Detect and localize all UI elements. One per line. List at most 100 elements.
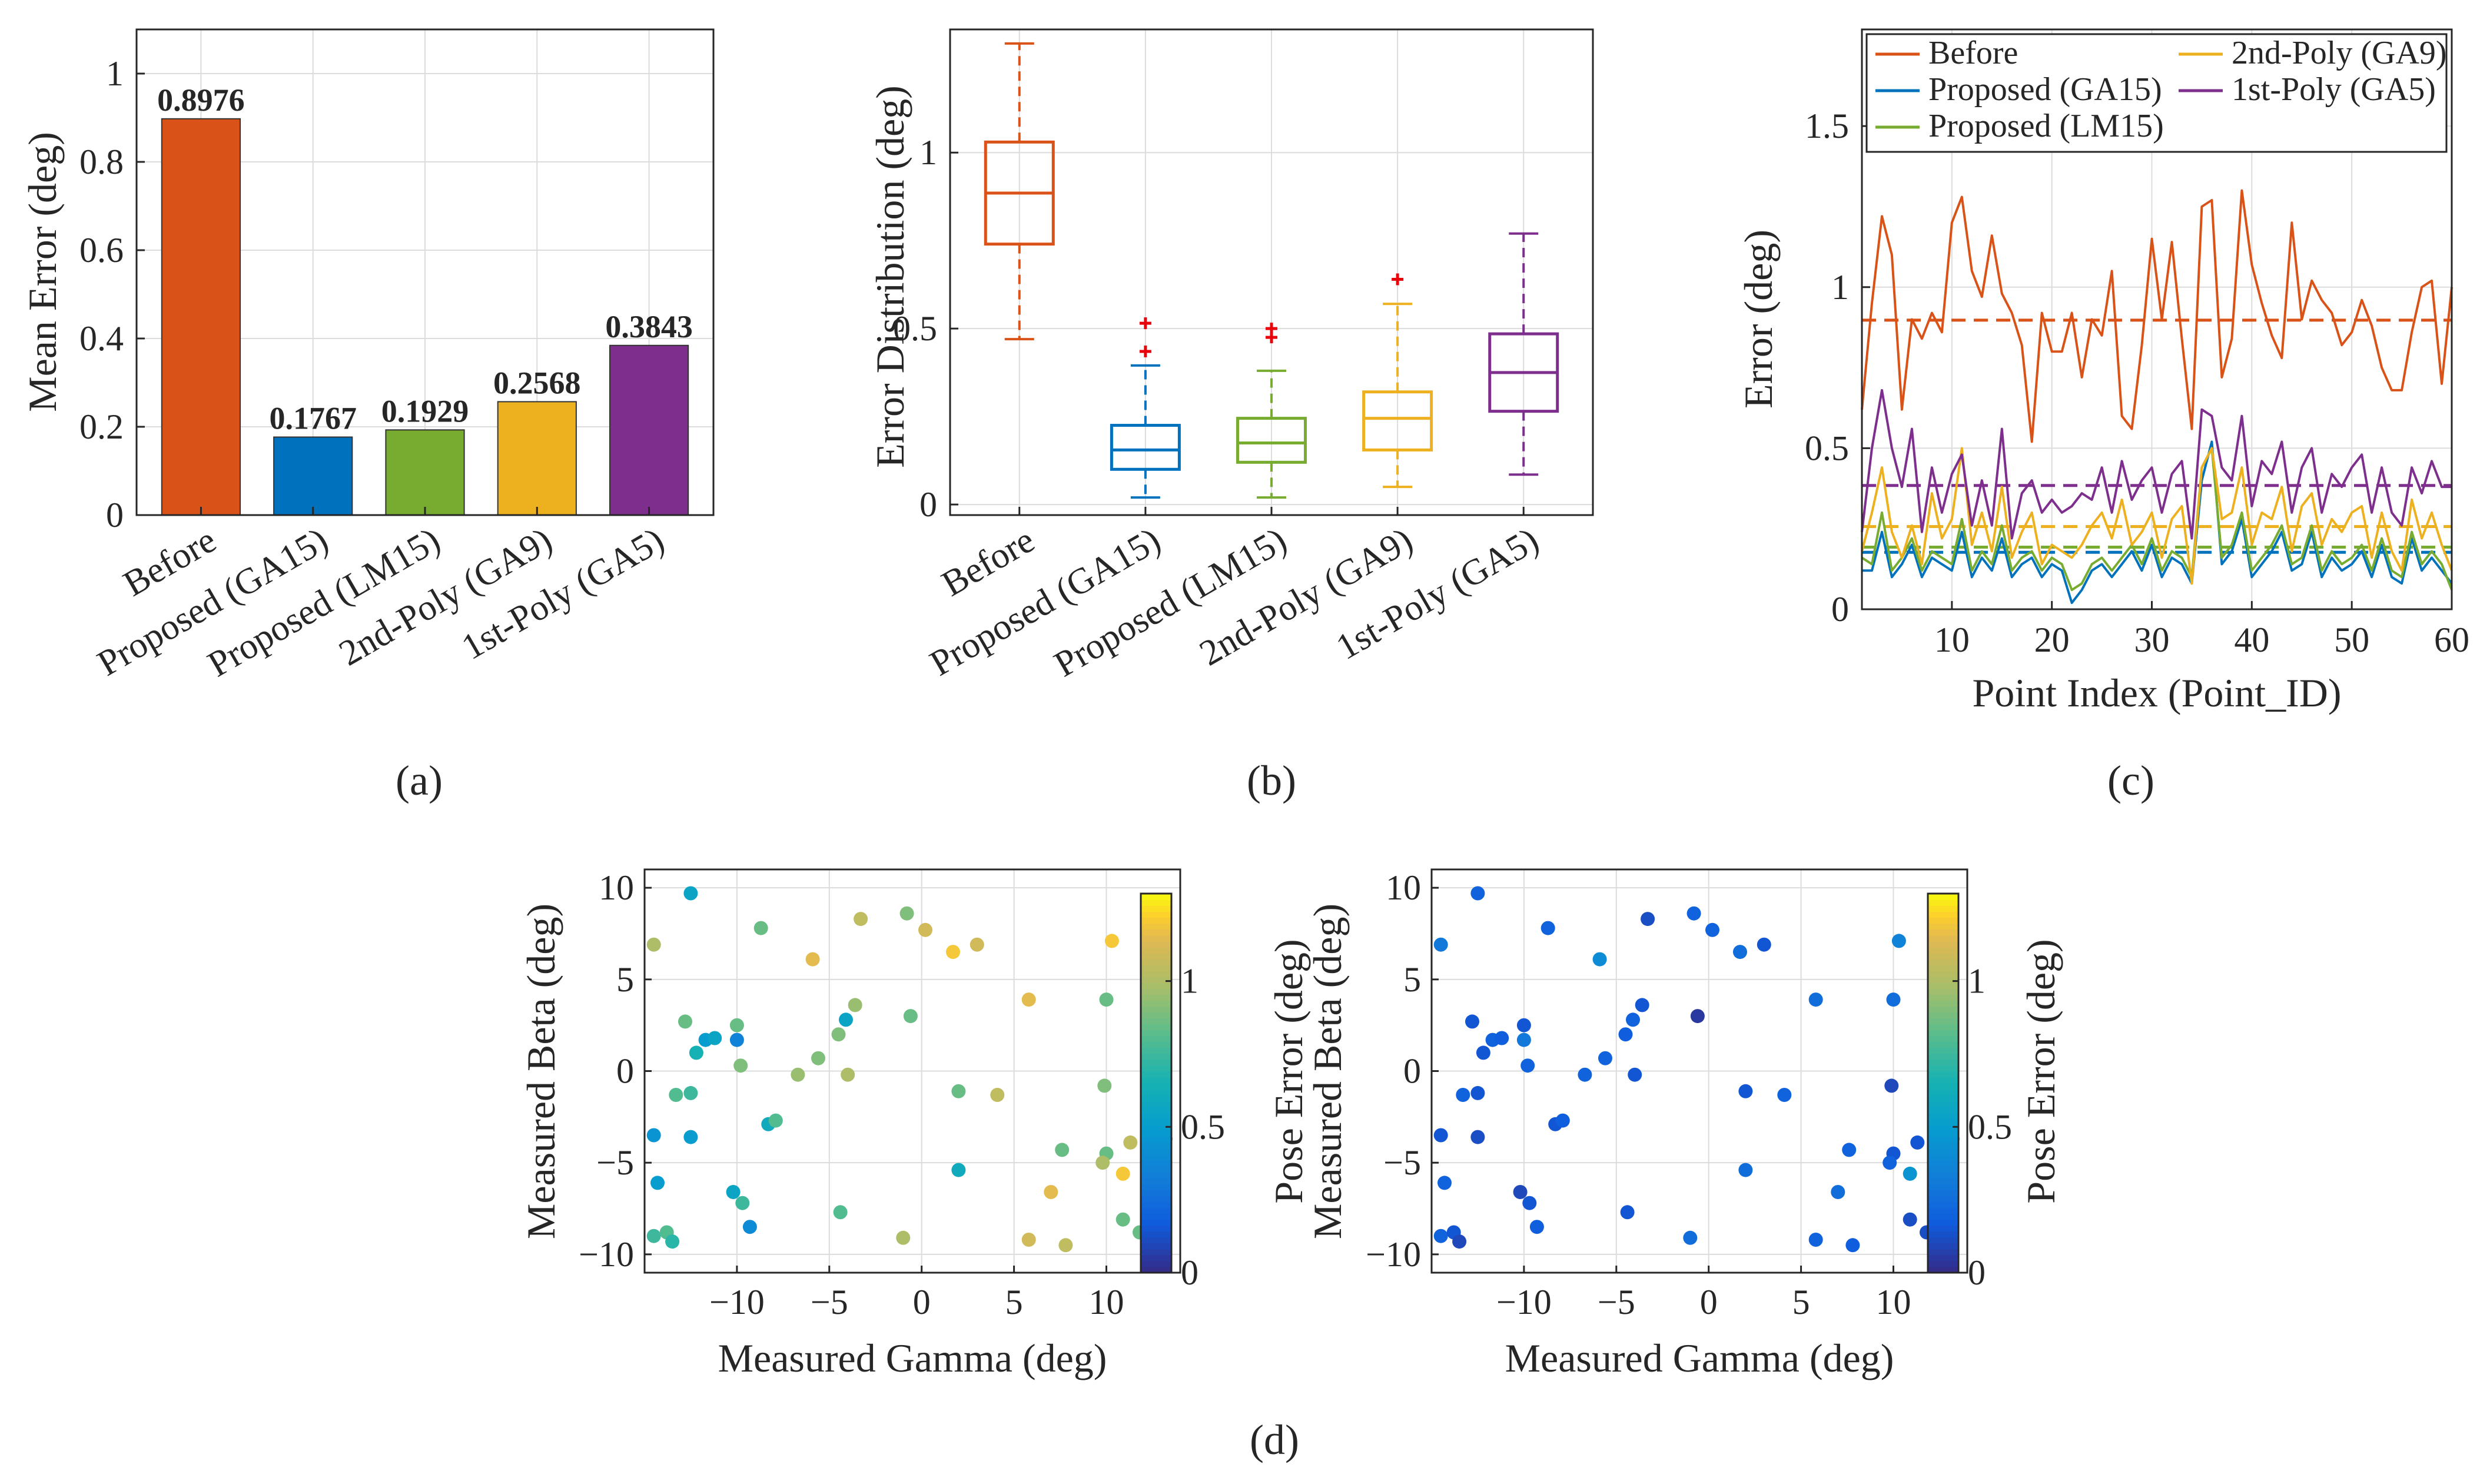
scatter-point xyxy=(854,912,868,927)
colorbar-segment xyxy=(1141,1018,1171,1025)
colorbar-segment xyxy=(1928,1148,1958,1155)
legend-label: Proposed (LM15) xyxy=(1928,108,2164,144)
colorbar-segment xyxy=(1141,1000,1171,1007)
colorbar-segment xyxy=(1141,1171,1171,1178)
scatter-point xyxy=(1903,1166,1917,1181)
scatter-point xyxy=(1529,1220,1544,1234)
scatter-point xyxy=(1021,1233,1036,1247)
colorbar-segment xyxy=(1928,1178,1958,1184)
colorbar-segment xyxy=(1141,1207,1171,1214)
bar-value-label: 0.2568 xyxy=(493,365,581,400)
panel-a-label: (a) xyxy=(396,757,443,804)
panel-d-left-y-axis-label: Measured Beta (deg) xyxy=(519,904,563,1239)
scatter-point xyxy=(1598,1051,1612,1065)
colorbar-segment xyxy=(1141,1101,1171,1108)
colorbar-segment xyxy=(1928,970,1958,977)
y-tick-label: −5 xyxy=(596,1143,634,1182)
y-tick-label: 0 xyxy=(106,496,124,534)
panel-c-x-ticks: 10 20 30 40 50 60 xyxy=(1934,601,2469,659)
scatter-point xyxy=(1738,1163,1753,1177)
scatter-point xyxy=(1705,922,1719,937)
colorbar-segment xyxy=(1141,958,1171,965)
legend-label: Before xyxy=(1928,35,2018,71)
colorbar-segment xyxy=(1928,1065,1958,1072)
scatter-point xyxy=(1910,1135,1925,1150)
panel-c-label: (c) xyxy=(2107,757,2154,804)
colorbar-segment xyxy=(1141,988,1171,995)
scatter-point xyxy=(1115,1212,1130,1227)
colorbar-segment xyxy=(1928,1249,1958,1256)
colorbar-segment xyxy=(1141,1030,1171,1037)
colorbar-segment xyxy=(1141,1254,1171,1261)
scatter-point xyxy=(1683,1230,1698,1245)
colorbar-segment xyxy=(1141,947,1171,954)
scatter-point xyxy=(1099,992,1114,1007)
scatter-point xyxy=(839,1012,853,1027)
colorbar-segment xyxy=(1928,1095,1958,1101)
scatter-point xyxy=(1470,1130,1485,1144)
scatter-point xyxy=(1808,992,1823,1007)
box-3 xyxy=(1236,323,1307,499)
scatter-point xyxy=(678,1014,692,1029)
colorbar-segment xyxy=(1141,1118,1171,1126)
colorbar-segment xyxy=(1928,1231,1958,1238)
scatter-point xyxy=(833,1205,848,1220)
bar xyxy=(273,436,353,516)
colorbar-segment xyxy=(1141,1136,1171,1143)
x-tick-label: 5 xyxy=(1792,1283,1810,1322)
scatter-point xyxy=(1095,1156,1110,1170)
colorbar-segment xyxy=(1141,1154,1171,1161)
x-tick-label: 5 xyxy=(1005,1283,1023,1322)
colorbar-frame xyxy=(1140,892,1173,1274)
colorbar-segment xyxy=(1928,1219,1958,1226)
outlier-marker xyxy=(1392,273,1404,285)
scatter-point xyxy=(1738,1084,1753,1098)
colorbar-segment xyxy=(1141,1196,1171,1203)
y-tick-label: 0.4 xyxy=(79,319,124,358)
scatter-point xyxy=(1903,1212,1917,1227)
box-1 xyxy=(984,42,1055,341)
colorbar-segment xyxy=(1141,976,1171,983)
colorbar-segment xyxy=(1928,1243,1958,1250)
panel-a-y-axis-label: Mean Error (deg) xyxy=(20,132,65,412)
colorbar-segment xyxy=(1928,952,1958,960)
colorbar-segment xyxy=(1141,1107,1171,1114)
colorbar-segment xyxy=(1928,1113,1958,1120)
y-tick-label: 1 xyxy=(919,133,937,172)
x-tick-label: 0 xyxy=(1700,1283,1718,1322)
colorbar-segment xyxy=(1928,1006,1958,1013)
panel-b-label: (b) xyxy=(1247,757,1296,804)
x-tick-label: 60 xyxy=(2434,620,2469,659)
colorbar-segment xyxy=(1928,1124,1958,1131)
scatter-point xyxy=(669,1088,683,1102)
colorbar-segment xyxy=(1141,1142,1171,1149)
scatter-point xyxy=(646,937,661,952)
y-tick-label: 1.5 xyxy=(1805,107,1849,145)
x-tick-label: 10 xyxy=(1934,620,1970,659)
y-tick-label: −5 xyxy=(1383,1143,1421,1182)
y-tick-label: 5 xyxy=(616,960,634,999)
colorbar-segment xyxy=(1928,923,1958,930)
x-tick-label: 50 xyxy=(2334,620,2369,659)
scatter-point xyxy=(1456,1088,1470,1102)
scatter-point xyxy=(650,1176,665,1190)
y-tick-label: 5 xyxy=(1403,960,1421,999)
scatter-point xyxy=(1626,1012,1640,1027)
colorbar-segment xyxy=(1928,988,1958,995)
colorbar-segment xyxy=(1928,894,1958,900)
colorbar-segment xyxy=(1141,1113,1171,1120)
bar xyxy=(609,344,689,516)
colorbar-segment xyxy=(1141,970,1171,977)
colorbar-segment xyxy=(1141,1266,1171,1273)
scatter-point xyxy=(1123,1135,1138,1150)
scatter-point xyxy=(1578,1067,1592,1082)
colorbar-segment xyxy=(1928,1160,1958,1167)
scatter-point xyxy=(683,1085,698,1100)
scatter-point xyxy=(1495,1031,1509,1045)
colorbar-segment xyxy=(1928,1101,1958,1108)
scatter-point xyxy=(708,1031,722,1045)
y-tick-label: 10 xyxy=(599,868,634,907)
y-tick-label: 1 xyxy=(1831,268,1849,307)
